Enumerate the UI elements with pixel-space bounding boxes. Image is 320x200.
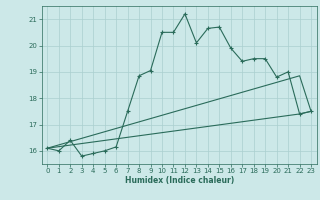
X-axis label: Humidex (Indice chaleur): Humidex (Indice chaleur): [124, 176, 234, 185]
